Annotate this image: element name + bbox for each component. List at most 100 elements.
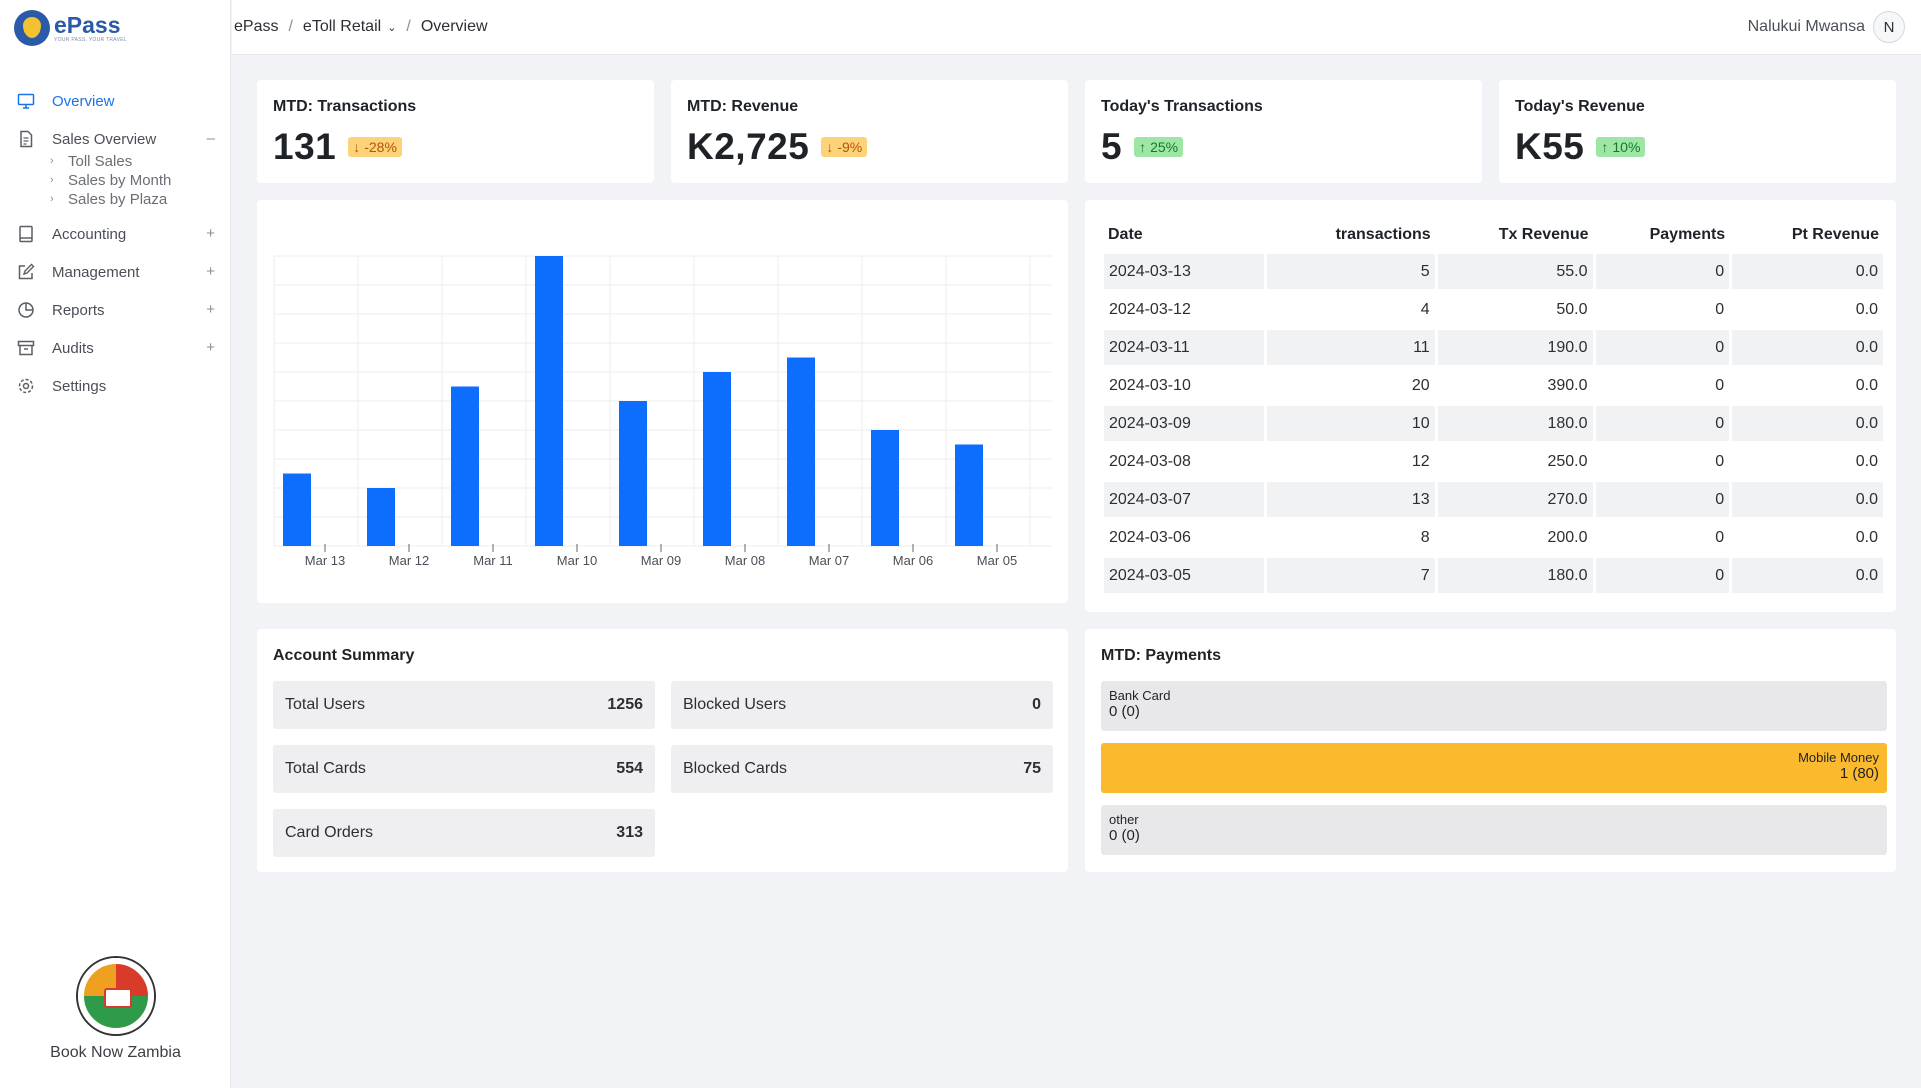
sidebar-item-label: Audits — [52, 339, 94, 357]
mtd-payments-card: MTD: Payments Bank Card 0 (0) Mobile Mon… — [1085, 629, 1896, 872]
sidebar-item-label: Settings — [52, 377, 107, 395]
table-row: 2024-03-08 12 250.0 0 0.0 — [1104, 444, 1883, 479]
cell-tx-revenue: 180.0 — [1437, 406, 1593, 441]
column-header-tx-revenue[interactable]: Tx Revenue — [1498, 226, 1589, 243]
cell-transactions: 5 — [1266, 254, 1435, 289]
cell-transactions: 13 — [1266, 482, 1435, 517]
cell-payments: 0 — [1595, 558, 1730, 593]
sidebar-nav: Overview Sales Overview – › Toll Sales › S… — [0, 82, 231, 405]
kpi-change-badge: ↑ 10% — [1596, 137, 1646, 157]
avatar[interactable]: N — [1873, 11, 1905, 43]
cell-payments: 0 — [1595, 482, 1730, 517]
payment-other: other 0 (0) — [1101, 805, 1887, 855]
sidebar-subitem-label: Sales by Month — [68, 172, 172, 189]
expand-icon[interactable]: + — [206, 339, 215, 356]
breadcrumb: ePass / eToll Retail ⌄ / Overview — [234, 18, 488, 36]
collapse-icon[interactable]: – — [206, 130, 215, 147]
sidebar-item-sales-overview[interactable]: Sales Overview – — [0, 120, 231, 158]
cell-pt-revenue: 0.0 — [1855, 300, 1878, 318]
chevron-right-icon: › — [50, 155, 54, 167]
column-header-date[interactable]: Date — [1108, 226, 1143, 243]
x-axis-tick-label: Mar 06 — [893, 553, 933, 568]
sidebar-subitem-sales-by-month[interactable]: › Sales by Month — [50, 171, 231, 190]
stat-value: 75 — [1023, 760, 1041, 777]
column-header-pt-revenue[interactable]: Pt Revenue — [1791, 226, 1879, 243]
payment-bank-card: Bank Card 0 (0) — [1101, 681, 1887, 731]
kpi-change-badge: ↓ -9% — [821, 137, 868, 157]
cell-date: 2024-03-07 — [1104, 482, 1264, 517]
sidebar-subitem-toll-sales[interactable]: › Toll Sales — [50, 152, 231, 171]
cell-tx-revenue: 250.0 — [1547, 452, 1588, 470]
breadcrumb-etoll-retail[interactable]: eToll Retail — [302, 18, 382, 35]
sidebar-item-management[interactable]: Management + — [0, 253, 231, 291]
chart-bar[interactable] — [535, 256, 563, 546]
sidebar: ePass YOUR PASS, YOUR TRAVEL Overview Sa… — [0, 0, 231, 1088]
stat-label: Blocked Cards — [683, 760, 788, 777]
sidebar-item-overview[interactable]: Overview — [0, 82, 231, 120]
expand-icon[interactable]: + — [206, 301, 215, 318]
cell-payments: 0 — [1715, 528, 1725, 546]
cell-pt-revenue: 0.0 — [1732, 482, 1883, 517]
stat-card-orders: Card Orders 313 — [273, 809, 655, 857]
table-row: 2024-03-05 7 180.0 0 0.0 — [1104, 558, 1883, 593]
sidebar-item-accounting[interactable]: Accounting + — [0, 215, 231, 253]
kpi-value: 5 — [1101, 126, 1123, 167]
stat-label: Total Cards — [285, 760, 366, 777]
x-axis-tick-label: Mar 11 — [473, 553, 513, 568]
chart-bar[interactable] — [283, 473, 311, 547]
chevron-down-icon[interactable]: ⌄ — [387, 21, 397, 34]
sidebar-subitem-label: Toll Sales — [68, 153, 133, 170]
payment-label: Bank Card — [1109, 688, 1171, 703]
cell-transactions: 7 — [1266, 558, 1435, 593]
chart-bar[interactable] — [619, 401, 647, 546]
column-header-transactions[interactable]: transactions — [1335, 226, 1431, 243]
column-header-payments[interactable]: Payments — [1649, 226, 1726, 243]
cell-tx-revenue: 390.0 — [1547, 376, 1588, 394]
edit-icon — [16, 262, 36, 282]
cell-tx-revenue: 180.0 — [1437, 558, 1593, 593]
arrow-up-icon: ↑ — [1601, 139, 1609, 155]
table-row: 2024-03-06 8 200.0 0 0.0 — [1104, 520, 1883, 555]
logo-name: ePass — [54, 12, 121, 38]
kpi-change: 25% — [1150, 139, 1179, 155]
chart-bar[interactable] — [367, 488, 395, 546]
cell-date: 2024-03-12 — [1109, 300, 1191, 318]
epass-logo[interactable]: ePass YOUR PASS, YOUR TRAVEL — [14, 10, 127, 46]
document-icon — [16, 129, 36, 149]
expand-icon[interactable]: + — [206, 225, 215, 242]
pie-chart-icon — [16, 300, 36, 320]
kpi-change-badge: ↓ -28% — [348, 137, 402, 157]
sidebar-item-label: Overview — [52, 92, 115, 110]
breadcrumb-epass[interactable]: ePass — [234, 18, 279, 35]
sidebar-item-reports[interactable]: Reports + — [0, 291, 231, 329]
x-axis-tick-label: Mar 05 — [977, 553, 1017, 568]
chart-bar[interactable] — [703, 372, 731, 546]
chart-bar[interactable] — [955, 444, 983, 547]
archive-icon — [16, 338, 36, 358]
cell-payments: 0 — [1715, 376, 1725, 394]
chevron-right-icon: › — [50, 193, 54, 205]
mtd-payments-title: MTD: Payments — [1101, 647, 1222, 664]
kpi-card-mtd-transactions: MTD: Transactions 131 ↓ -28% — [257, 80, 654, 183]
chevron-right-icon: › — [50, 174, 54, 186]
table-row: 2024-03-09 10 180.0 0 0.0 — [1104, 406, 1883, 441]
chart-bar[interactable] — [871, 430, 899, 546]
x-axis-tick-label: Mar 07 — [809, 553, 849, 568]
stat-blocked-users: Blocked Users 0 — [671, 681, 1053, 729]
cell-payments: 0 — [1595, 330, 1730, 365]
cell-payments: 0 — [1715, 452, 1725, 470]
user-menu[interactable]: Nalukui Mwansa N — [1748, 11, 1905, 43]
sidebar-item-audits[interactable]: Audits + — [0, 329, 231, 367]
kpi-title: MTD: Revenue — [687, 98, 799, 115]
sidebar-subitem-sales-by-plaza[interactable]: › Sales by Plaza — [50, 190, 231, 209]
cell-tx-revenue: 55.0 — [1437, 254, 1593, 289]
sidebar-item-settings[interactable]: Settings — [0, 367, 231, 405]
expand-icon[interactable]: + — [206, 263, 215, 280]
table-row: 2024-03-13 5 55.0 0 0.0 — [1104, 254, 1883, 289]
kpi-change-badge: ↑ 25% — [1134, 137, 1184, 157]
cell-pt-revenue: 0.0 — [1732, 406, 1883, 441]
chart-bar[interactable] — [787, 357, 815, 547]
cell-pt-revenue: 0.0 — [1855, 376, 1878, 394]
cell-tx-revenue: 190.0 — [1437, 330, 1593, 365]
chart-bar[interactable] — [451, 386, 479, 547]
